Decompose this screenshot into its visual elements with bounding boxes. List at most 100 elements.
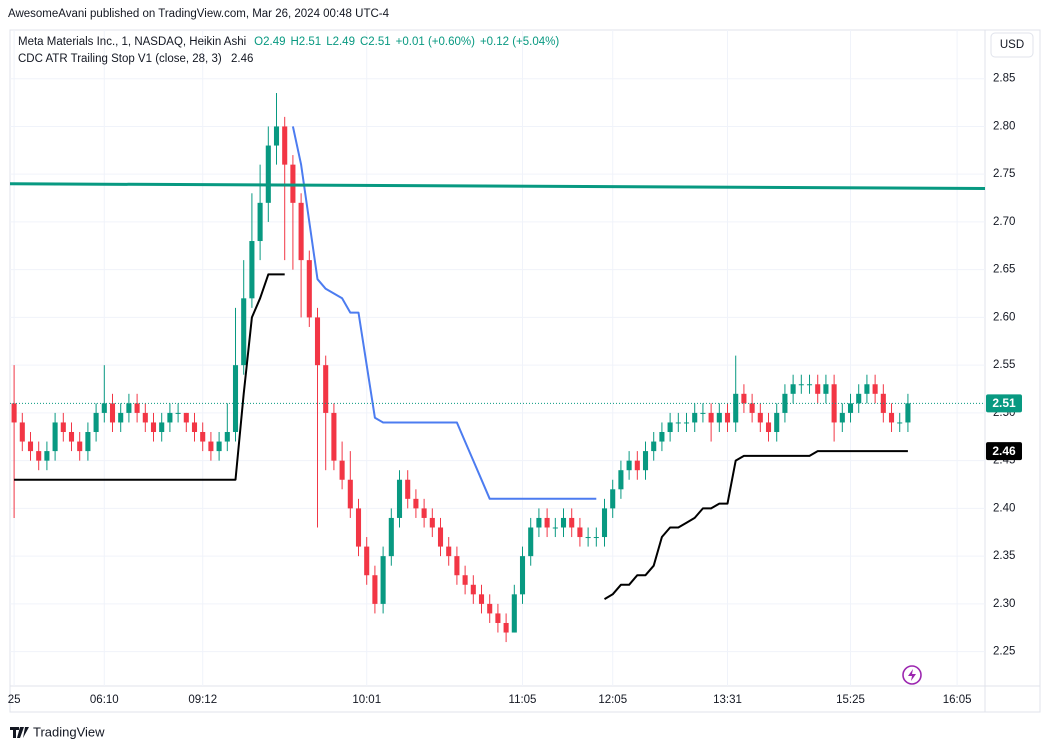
- candle-body: [577, 527, 583, 538]
- candle-body: [708, 412, 714, 423]
- candle-body: [503, 622, 509, 633]
- candle-body: [847, 403, 854, 413]
- y-tick-label: 2.35: [993, 550, 1015, 562]
- candle-body: [724, 412, 731, 423]
- x-tick-label: 10:01: [352, 694, 381, 706]
- y-tick-label: 2.85: [993, 73, 1015, 85]
- candle-body: [741, 393, 747, 404]
- candle-body: [44, 451, 50, 461]
- candle-body: [716, 412, 722, 423]
- candle-body: [118, 412, 124, 423]
- candle-body: [167, 412, 173, 423]
- candle-body: [36, 451, 42, 461]
- y-tick-label: 2.40: [993, 502, 1015, 514]
- logo: [10, 727, 29, 738]
- candle-body: [126, 403, 132, 413]
- price-label-box: [986, 394, 1022, 413]
- candle-body: [232, 365, 239, 433]
- candle-body: [446, 546, 452, 557]
- candle-body: [241, 298, 247, 366]
- candle-body: [175, 412, 181, 414]
- candle-body: [495, 613, 501, 623]
- candle-body: [692, 412, 698, 423]
- x-tick-label: 06:10: [90, 694, 119, 706]
- alert-bolt: [908, 669, 916, 681]
- candle-body: [544, 517, 550, 528]
- candle-body: [569, 517, 575, 528]
- candle-body: [60, 422, 66, 433]
- y-tick-label: 2.80: [993, 120, 1015, 132]
- candle-body: [593, 537, 599, 539]
- x-tick-label: 09:12: [188, 694, 217, 706]
- y-tick-label: 2.75: [993, 168, 1015, 180]
- candle-body: [454, 556, 460, 576]
- candle-body: [85, 432, 91, 452]
- candle-body: [470, 584, 476, 595]
- candle-body: [823, 384, 829, 394]
- candle-body: [249, 241, 255, 299]
- ohlc-value: H2.51: [291, 36, 322, 48]
- candle-body: [667, 422, 673, 433]
- candle-body: [150, 422, 157, 433]
- candle-body: [511, 594, 517, 633]
- candle-body: [864, 384, 870, 394]
- candle-body: [462, 575, 468, 585]
- candle-body: [888, 412, 895, 423]
- candle-body: [560, 517, 567, 528]
- horizontal-line: [9, 182, 986, 191]
- stop-line: [14, 273, 908, 600]
- candle-body: [405, 479, 411, 499]
- ohlc-value: O2.49: [254, 36, 285, 48]
- currency-label[interactable]: USD: [1000, 39, 1024, 51]
- candle-body: [68, 432, 75, 442]
- ohlc-value: C2.51: [360, 36, 391, 48]
- ohlc-value: +0.12 (+5.04%): [480, 36, 559, 48]
- candle-body: [421, 508, 427, 518]
- price-label: 2.51: [992, 396, 1016, 410]
- candle-body: [257, 202, 263, 242]
- candle-body: [519, 556, 526, 595]
- candle-body: [273, 126, 280, 146]
- candle-body: [52, 422, 58, 452]
- candle-body: [905, 403, 911, 423]
- candle-body: [618, 470, 624, 490]
- candle-body: [109, 403, 116, 423]
- x-tick-label: 13:31: [713, 694, 742, 706]
- candle-body: [314, 317, 321, 366]
- candle-body: [815, 384, 821, 394]
- ohlc-value: +0.01 (+0.60%): [396, 36, 475, 48]
- candle-body: [355, 508, 362, 547]
- y-tick-label: 2.30: [993, 598, 1015, 610]
- candle-body: [552, 527, 558, 529]
- candle-body: [642, 451, 649, 471]
- ohlc-value: L2.49: [326, 36, 355, 48]
- candle-body: [200, 432, 206, 442]
- frame: [9, 29, 1041, 713]
- candle-body: [429, 517, 435, 528]
- candle-body: [396, 479, 403, 518]
- candle-body: [601, 508, 608, 538]
- legend: Meta Materials Inc., 1, NASDAQ, Heikin A…: [18, 36, 559, 65]
- candle-body: [364, 546, 370, 576]
- y-tick-label: 2.70: [993, 216, 1015, 228]
- candle-body: [437, 527, 444, 547]
- candle-body: [339, 460, 345, 480]
- price-label-box: [986, 442, 1022, 461]
- candle-body: [265, 145, 271, 203]
- candle-body: [216, 441, 222, 452]
- candle-body: [27, 441, 34, 452]
- currency-button[interactable]: [990, 32, 1034, 58]
- candle-body: [77, 441, 83, 452]
- x-tick-label: 12:05: [598, 694, 627, 706]
- candle-body: [413, 498, 419, 509]
- candle-body: [11, 403, 17, 423]
- candle-body: [651, 441, 657, 452]
- y-tick-label: 2.55: [993, 359, 1015, 371]
- candle-body: [208, 441, 214, 452]
- x-tick-label: 15:25: [836, 694, 865, 706]
- candle-body: [282, 126, 288, 165]
- candle-body: [306, 260, 312, 318]
- candle-body: [191, 422, 198, 433]
- candle-body: [93, 412, 99, 433]
- alert-icon[interactable]: [902, 665, 922, 685]
